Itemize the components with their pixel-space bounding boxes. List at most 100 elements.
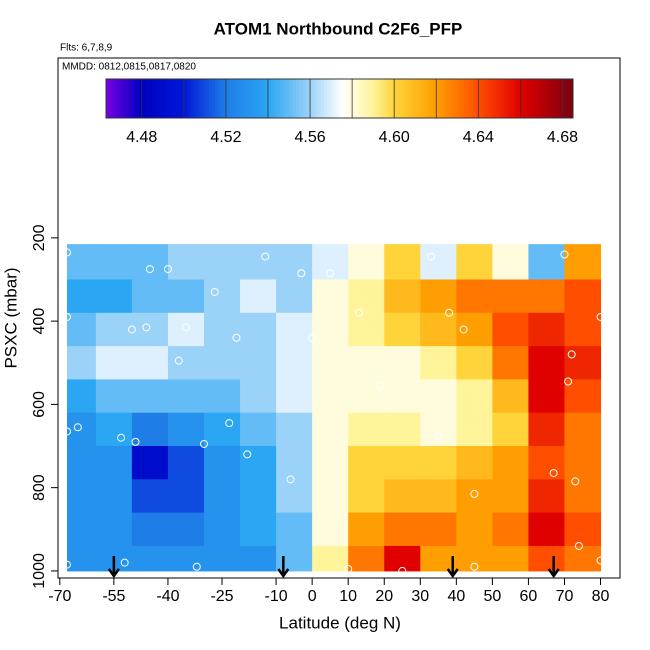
colorbar-segment bbox=[186, 79, 191, 118]
sample-point bbox=[199, 439, 208, 448]
sample-point bbox=[596, 556, 605, 565]
colorbar-segment bbox=[479, 79, 484, 118]
colorbar-segment bbox=[351, 79, 356, 118]
colorbar-segment bbox=[407, 79, 412, 118]
heatmap-cell bbox=[384, 512, 421, 547]
colorbar-segment bbox=[342, 79, 347, 118]
heatmap-cell bbox=[312, 244, 349, 280]
colorbar-segment bbox=[361, 79, 365, 118]
colorbar-segment bbox=[535, 79, 540, 118]
colorbar-segment bbox=[426, 79, 431, 118]
heatmap-cell bbox=[95, 279, 133, 314]
colorbar-segment bbox=[436, 79, 440, 118]
heatmap-cell bbox=[348, 244, 385, 280]
sample-point bbox=[243, 450, 252, 459]
heatmap-cell bbox=[456, 379, 493, 414]
colorbar-segment bbox=[177, 79, 182, 118]
sample-point bbox=[434, 431, 443, 440]
colorbar-segment bbox=[339, 79, 344, 118]
colorbar-segment bbox=[370, 79, 375, 118]
flight-arrow bbox=[107, 556, 120, 579]
colorbar-segment bbox=[557, 79, 562, 118]
colorbar-segment bbox=[464, 79, 468, 118]
heatmap-cell bbox=[492, 379, 529, 414]
heatmap-cell bbox=[67, 479, 97, 514]
x-axis-label: Latitude (deg N) bbox=[279, 613, 401, 632]
colorbar-segment bbox=[448, 79, 453, 118]
heatmap-cell bbox=[240, 479, 277, 514]
colorbar-segment bbox=[261, 79, 266, 118]
colorbar-segment bbox=[566, 79, 571, 118]
heatmap-cell bbox=[528, 512, 565, 547]
heatmap-cell bbox=[528, 346, 565, 380]
x-tick-label: -55 bbox=[102, 588, 125, 605]
colorbar-segment bbox=[289, 79, 294, 118]
colorbar-segment bbox=[143, 79, 147, 118]
sample-point bbox=[145, 265, 154, 274]
heatmap-cell bbox=[240, 545, 277, 572]
colorbar-segment bbox=[174, 79, 179, 118]
colorbar-segment bbox=[538, 79, 543, 118]
heatmap-cell bbox=[240, 244, 277, 280]
heatmap-cell bbox=[564, 545, 602, 572]
colorbar-segment bbox=[442, 79, 446, 118]
colorbar-segment bbox=[414, 79, 418, 118]
sample-point bbox=[63, 560, 72, 569]
colorbar-segment bbox=[115, 79, 119, 118]
sample-point bbox=[470, 562, 479, 571]
sample-point bbox=[376, 381, 385, 390]
heatmap-cell bbox=[167, 446, 205, 480]
annotation: MMDD: 0812,0815,0817,0820 bbox=[62, 62, 196, 73]
heatmap-cell bbox=[348, 512, 385, 547]
sample-point bbox=[232, 333, 241, 342]
heatmap-cell bbox=[348, 412, 385, 447]
heatmap-cell bbox=[564, 312, 602, 347]
flight-arrow bbox=[547, 556, 560, 579]
colorbar-segment bbox=[211, 79, 216, 118]
heatmap-cell bbox=[67, 545, 97, 572]
sample-point bbox=[470, 489, 479, 498]
heatmap-cell bbox=[95, 312, 133, 347]
x-tick-label: 10 bbox=[339, 588, 357, 605]
sample-point bbox=[286, 475, 295, 484]
colorbar-segment bbox=[305, 79, 309, 118]
sample-point bbox=[63, 427, 72, 436]
sample-point bbox=[344, 564, 353, 573]
y-tick-label: 1000 bbox=[31, 553, 48, 589]
heatmap-cell bbox=[528, 479, 565, 514]
sample-point bbox=[567, 350, 576, 359]
heatmap-cell bbox=[312, 545, 349, 572]
colorbar-segment bbox=[292, 79, 297, 118]
colorbar-segment bbox=[467, 79, 471, 118]
heatmap-cell bbox=[95, 479, 133, 514]
heatmap-cell bbox=[131, 446, 169, 480]
heatmap-cell bbox=[348, 545, 385, 572]
heatmap-cell bbox=[131, 346, 169, 380]
colorbar-segment bbox=[258, 79, 263, 118]
colorbar-segment bbox=[227, 79, 232, 118]
sample-point bbox=[163, 265, 172, 274]
x-tick-label: 80 bbox=[592, 588, 610, 605]
colorbar-segment bbox=[202, 79, 207, 118]
x-tick-label: -25 bbox=[210, 588, 233, 605]
heatmap-cell bbox=[420, 479, 457, 514]
sample-point bbox=[225, 419, 234, 428]
colorbar-segment bbox=[302, 79, 306, 118]
colorbar-segment bbox=[190, 79, 194, 118]
x-tick-label: 0 bbox=[308, 588, 317, 605]
heatmap-cell bbox=[276, 379, 313, 414]
heatmap-cell bbox=[167, 312, 205, 347]
colorbar-segment bbox=[348, 79, 353, 118]
colorbar-segment bbox=[373, 79, 378, 118]
x-tick-label: -70 bbox=[48, 588, 71, 605]
heatmap-cell bbox=[384, 412, 421, 447]
heatmap-cell bbox=[456, 244, 493, 280]
flight-arrow bbox=[446, 556, 459, 579]
heatmap-cell bbox=[203, 312, 241, 347]
sample-point bbox=[564, 377, 573, 386]
heatmap-cell bbox=[276, 346, 313, 380]
colorbar-segment bbox=[398, 79, 403, 118]
heatmap-cell bbox=[312, 512, 349, 547]
heatmap-cell bbox=[131, 379, 169, 414]
colorbar-segment bbox=[355, 79, 359, 118]
